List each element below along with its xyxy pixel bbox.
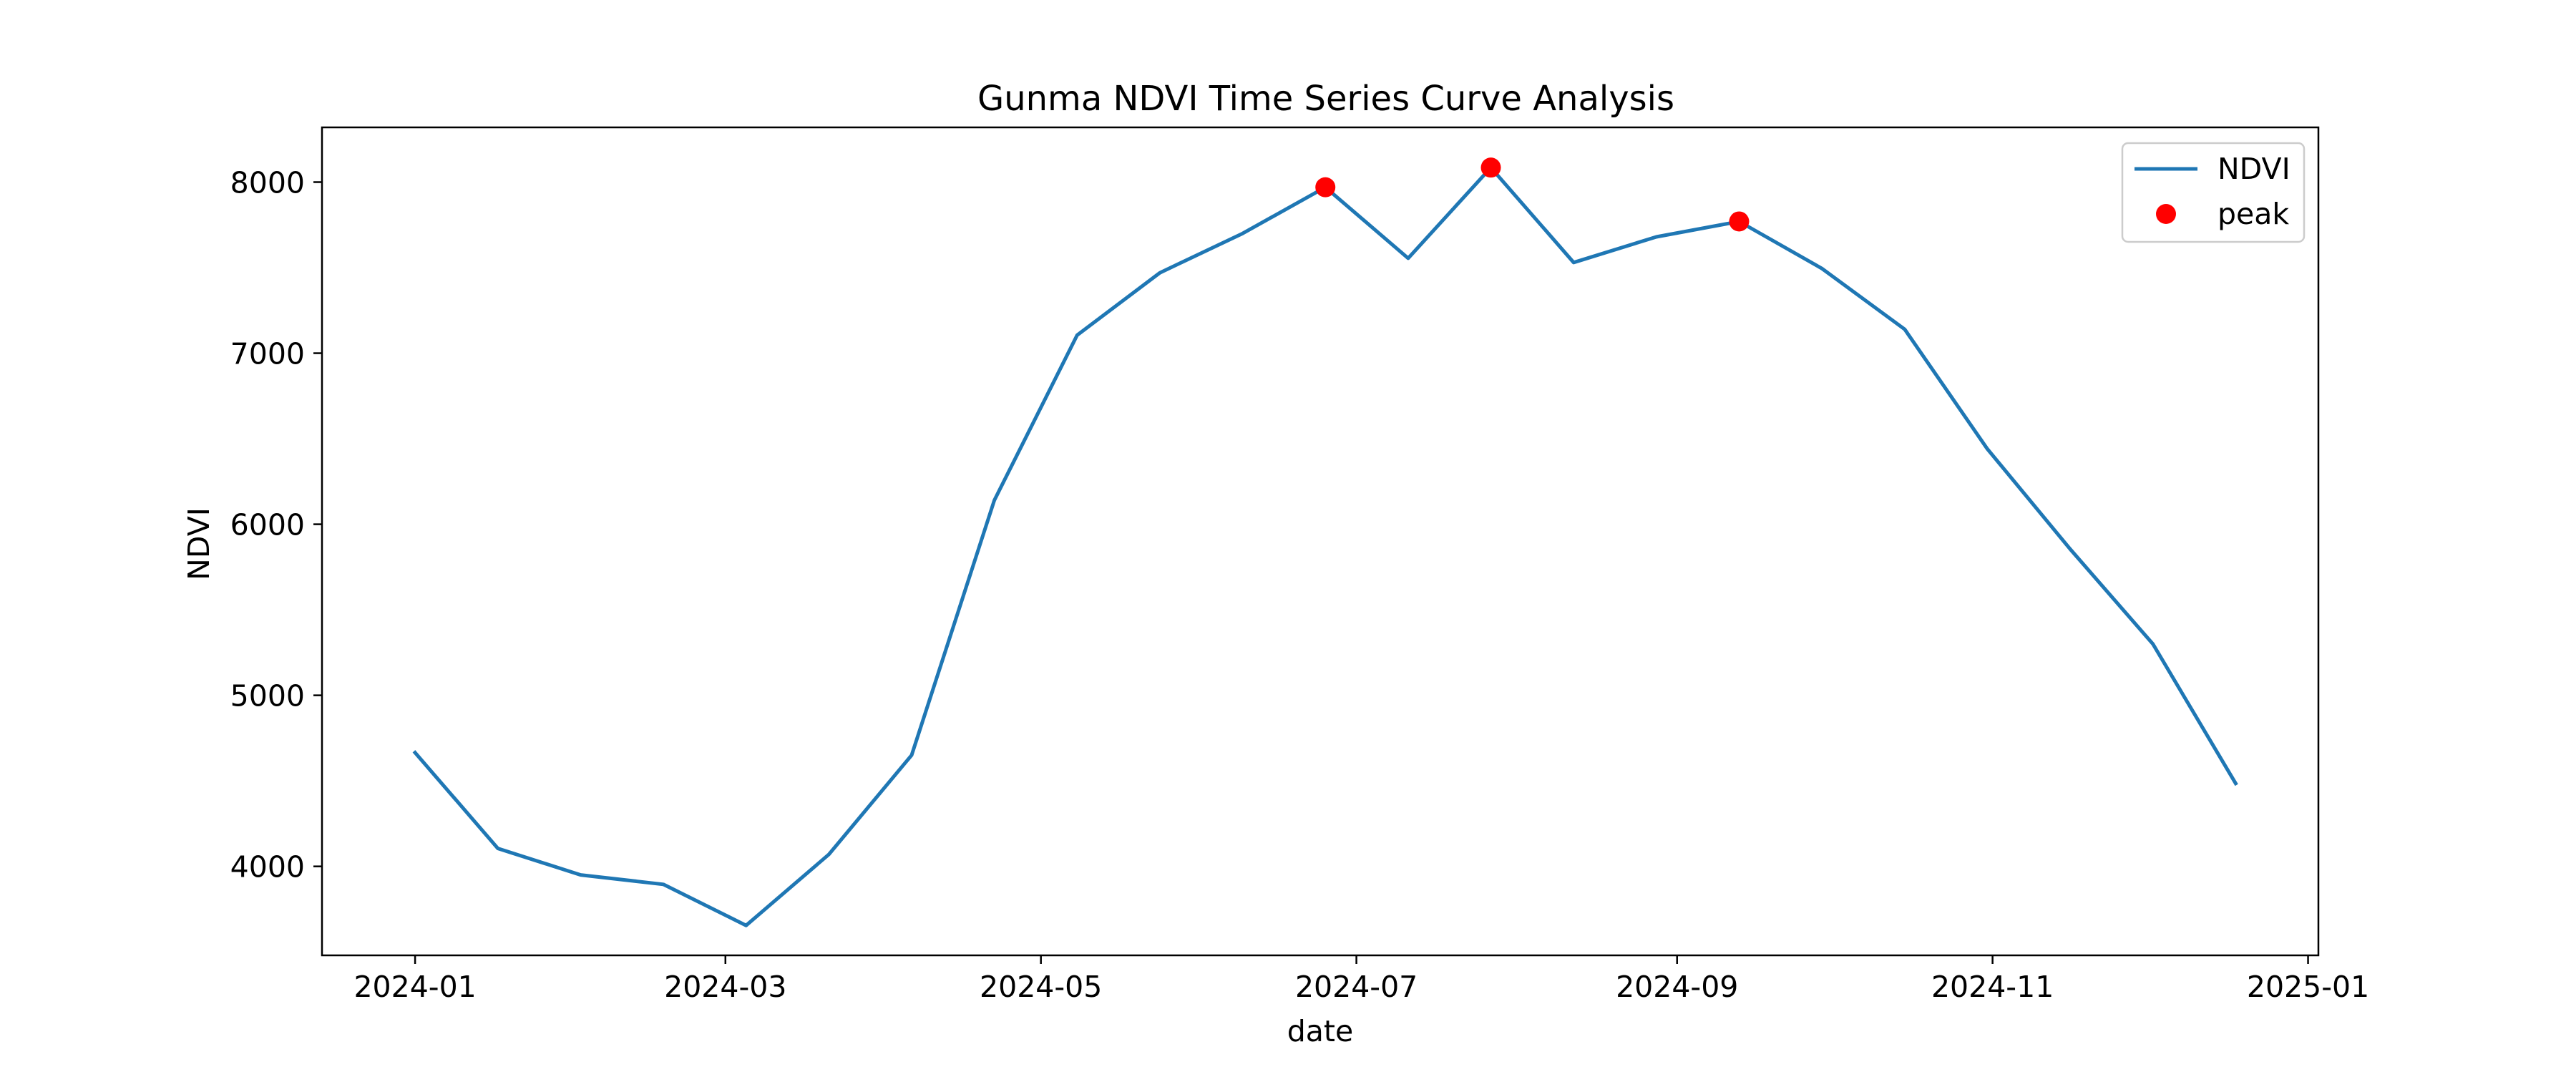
legend: NDVI peak	[2121, 142, 2306, 243]
peak-marker	[1729, 211, 1750, 232]
plot-frame	[321, 126, 2320, 957]
x-tick-label: 2024-03	[664, 970, 786, 1004]
y-tick-label: 7000	[230, 337, 305, 371]
x-tick-label: 2024-11	[1931, 970, 2054, 1004]
x-axis-label: date	[1287, 1014, 1353, 1048]
y-tick-label: 4000	[230, 850, 305, 884]
legend-peak-swatch	[2156, 204, 2176, 224]
x-tick-label: 2024-05	[980, 970, 1102, 1004]
y-tick-label: 8000	[230, 165, 305, 200]
plot-area: 2024-01 2024-03 2024-05 2024-07 2024-09 2024-…	[230, 126, 2369, 1004]
x-axis: 2024-01 2024-03 2024-05 2024-07 2024-09 2024-…	[353, 955, 2369, 1004]
y-tick-label: 6000	[230, 508, 305, 542]
y-tick-label: 5000	[230, 679, 305, 713]
x-tick-label: 2024-09	[1616, 970, 1738, 1004]
legend-peak-label: peak	[2218, 197, 2289, 231]
y-axis-label: NDVI	[182, 507, 216, 580]
series-layer	[412, 157, 2238, 927]
legend-ndvi-label: NDVI	[2218, 152, 2290, 186]
x-tick-label: 2025-01	[2247, 970, 2369, 1004]
chart-title: Gunma NDVI Time Series Curve Analysis	[977, 79, 1674, 119]
y-axis: 4000 5000 6000 7000 8000	[230, 165, 322, 884]
x-tick-label: 2024-01	[353, 970, 476, 1004]
peak-marker	[1480, 157, 1501, 178]
x-tick-label: 2024-07	[1295, 970, 1418, 1004]
peak-marker	[1315, 177, 1336, 198]
